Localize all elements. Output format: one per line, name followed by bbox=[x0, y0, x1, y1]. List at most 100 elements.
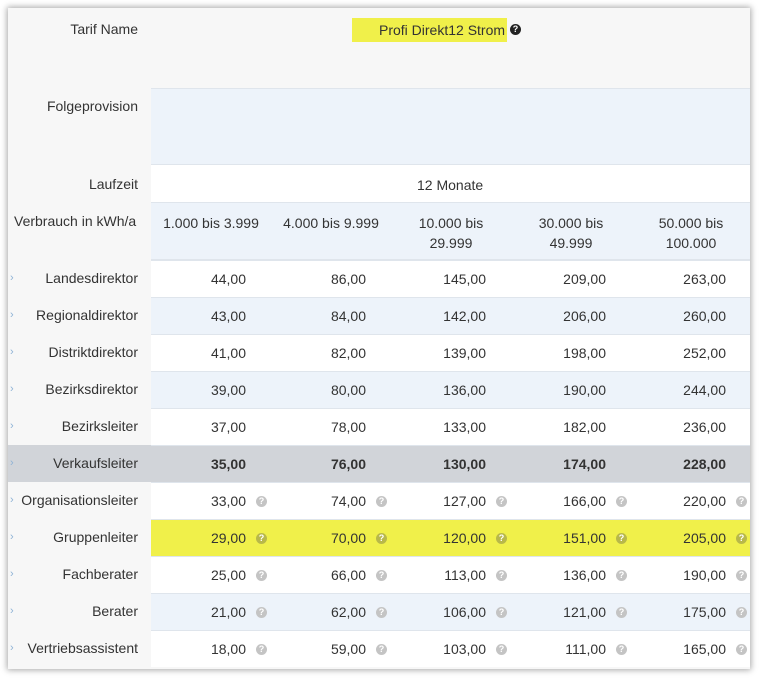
question-circle-icon[interactable]: ? bbox=[376, 644, 387, 655]
question-circle-icon[interactable]: ? bbox=[736, 496, 747, 507]
question-circle-icon[interactable]: ? bbox=[616, 644, 627, 655]
question-circle-icon[interactable]: ? bbox=[496, 570, 507, 581]
commission-value: 111,00 bbox=[565, 641, 606, 657]
commission-cell: 113,00? bbox=[391, 557, 511, 593]
question-circle-icon[interactable]: ? bbox=[510, 24, 521, 35]
chevron-right-icon[interactable]: › bbox=[10, 531, 14, 543]
commission-cell: 136,00? bbox=[511, 557, 631, 593]
commission-cell: 175,00? bbox=[631, 594, 750, 630]
tariff-name-cell: Profi Direkt12 Strom ? bbox=[151, 8, 750, 88]
question-circle-icon[interactable]: ? bbox=[256, 533, 267, 544]
commission-cell: 86,00 bbox=[271, 261, 391, 297]
question-circle-icon[interactable]: ? bbox=[616, 496, 627, 507]
level-row: › Bezirksleiter 37,00 78,00 133,00 182,00 236,… bbox=[8, 408, 750, 445]
question-circle-icon[interactable]: ? bbox=[496, 607, 507, 618]
consumption-range-line: 49.999 bbox=[549, 235, 593, 251]
commission-value: 136,00 bbox=[563, 567, 606, 583]
question-circle-icon[interactable]: ? bbox=[616, 570, 627, 581]
tariff-name-label: Tarif Name bbox=[70, 21, 138, 37]
commission-value: 29,00 bbox=[210, 530, 246, 546]
tariff-name-highlight bbox=[352, 18, 507, 42]
level-values: 25,00? 66,00? 113,00? 136,00? 190,00? bbox=[151, 556, 750, 593]
level-values: 21,00? 62,00? 106,00? 121,00? 175,00? bbox=[151, 593, 750, 630]
level-row: › Berater 21,00? 62,00? 106,00? 121,00? 175,00… bbox=[8, 593, 750, 630]
commission-cell: 29,00? bbox=[151, 520, 271, 556]
level-name: Bezirksdirektor bbox=[45, 381, 138, 397]
question-circle-icon[interactable]: ? bbox=[736, 533, 747, 544]
commission-cell: 133,00 bbox=[391, 409, 511, 445]
chevron-right-icon[interactable]: › bbox=[10, 494, 14, 506]
chevron-right-icon[interactable]: › bbox=[10, 383, 14, 395]
question-circle-icon[interactable]: ? bbox=[496, 644, 507, 655]
consumption-range: 50.000 bis 100.000 bbox=[631, 213, 750, 253]
term-cell: 12 Monate bbox=[151, 165, 750, 202]
level-values: 29,00? 70,00? 120,00? 151,00? 205,00? bbox=[151, 519, 750, 556]
follow-commission-label: Folgeprovision bbox=[46, 98, 138, 114]
consumption-range-line: 30.000 bis bbox=[538, 215, 604, 231]
chevron-right-icon[interactable]: › bbox=[10, 457, 14, 469]
level-row: › Verkaufsleiter 35,00 76,00 130,00 174,00 228… bbox=[8, 445, 750, 482]
commission-value: 236,00 bbox=[683, 419, 726, 435]
commission-value: 145,00 bbox=[443, 271, 486, 287]
question-circle-icon[interactable]: ? bbox=[256, 644, 267, 655]
commission-value: 198,00 bbox=[563, 345, 606, 361]
chevron-right-icon[interactable]: › bbox=[10, 642, 14, 654]
commission-value: 21,00 bbox=[210, 604, 246, 620]
commission-cell: 120,00? bbox=[391, 520, 511, 556]
chevron-right-icon[interactable]: › bbox=[10, 346, 14, 358]
question-circle-icon[interactable]: ? bbox=[496, 533, 507, 544]
level-name: Fachberater bbox=[62, 566, 138, 582]
commission-value: 70,00 bbox=[330, 530, 366, 546]
consumption-range-line: 29.999 bbox=[429, 235, 473, 251]
commission-value: 82,00 bbox=[330, 345, 366, 361]
question-circle-icon[interactable]: ? bbox=[496, 496, 507, 507]
commission-cell: 80,00 bbox=[271, 372, 391, 408]
level-name: Berater bbox=[92, 603, 138, 619]
level-row: › Landesdirektor 44,00 86,00 145,00 209,00 263… bbox=[8, 260, 750, 297]
commission-cell: 205,00? bbox=[631, 520, 750, 556]
question-circle-icon[interactable]: ? bbox=[256, 607, 267, 618]
commission-value: 166,00 bbox=[563, 493, 606, 509]
commission-value: 263,00 bbox=[683, 271, 726, 287]
chevron-right-icon[interactable]: › bbox=[10, 568, 14, 580]
question-circle-icon[interactable]: ? bbox=[736, 644, 747, 655]
level-row: › Gruppenleiter 29,00? 70,00? 120,00? 151,00?… bbox=[8, 519, 750, 556]
question-circle-icon[interactable]: ? bbox=[736, 570, 747, 581]
commission-cell: 252,00 bbox=[631, 335, 750, 371]
chevron-right-icon[interactable]: › bbox=[10, 272, 14, 284]
question-circle-icon[interactable]: ? bbox=[616, 607, 627, 618]
commission-value: 139,00 bbox=[443, 345, 486, 361]
level-row: › Regionaldirektor 43,00 84,00 142,00 206,00 2… bbox=[8, 297, 750, 334]
question-circle-icon[interactable]: ? bbox=[616, 533, 627, 544]
commission-value: 127,00 bbox=[443, 493, 486, 509]
commission-value: 151,00 bbox=[563, 530, 606, 546]
commission-cell: 43,00 bbox=[151, 298, 271, 334]
question-circle-icon[interactable]: ? bbox=[376, 496, 387, 507]
level-values: 37,00 78,00 133,00 182,00 236,00 bbox=[151, 408, 750, 445]
commission-value: 43,00 bbox=[210, 308, 246, 324]
level-values: 35,00 76,00 130,00 174,00 228,00 bbox=[151, 445, 750, 482]
commission-cell: 190,00 bbox=[511, 372, 631, 408]
question-circle-icon[interactable]: ? bbox=[376, 607, 387, 618]
tariff-name: Profi Direkt12 Strom bbox=[379, 22, 506, 38]
commission-cell: 66,00? bbox=[271, 557, 391, 593]
level-name: Distriktdirektor bbox=[48, 344, 138, 360]
question-circle-icon[interactable]: ? bbox=[256, 570, 267, 581]
consumption-range: 4.000 bis 9.999 bbox=[271, 213, 391, 233]
commission-cell: 18,00? bbox=[151, 631, 271, 667]
level-values: 44,00 86,00 145,00 209,00 263,00 bbox=[151, 260, 750, 297]
question-circle-icon[interactable]: ? bbox=[376, 570, 387, 581]
commission-cell: 220,00? bbox=[631, 483, 750, 519]
level-name: Gruppenleiter bbox=[53, 529, 138, 545]
question-circle-icon[interactable]: ? bbox=[736, 607, 747, 618]
question-circle-icon[interactable]: ? bbox=[376, 533, 387, 544]
commission-cell: 127,00? bbox=[391, 483, 511, 519]
question-circle-icon[interactable]: ? bbox=[256, 496, 267, 507]
chevron-right-icon[interactable]: › bbox=[10, 309, 14, 321]
chevron-right-icon[interactable]: › bbox=[10, 420, 14, 432]
chevron-right-icon[interactable]: › bbox=[10, 605, 14, 617]
level-name: Bezirksleiter bbox=[61, 418, 138, 434]
commission-value: 190,00 bbox=[563, 382, 606, 398]
commission-value: 121,00 bbox=[563, 604, 606, 620]
commission-cell: 142,00 bbox=[391, 298, 511, 334]
